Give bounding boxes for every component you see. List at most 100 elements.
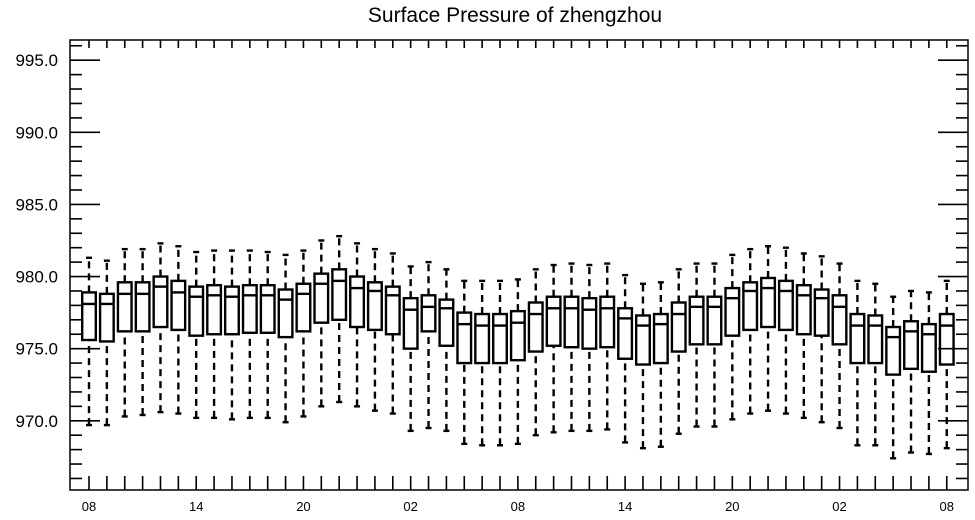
- box-24: [509, 278, 526, 446]
- iqr-box: [581, 296, 598, 350]
- box-19: [420, 260, 437, 430]
- box-46: [903, 289, 920, 454]
- iqr-box: [706, 295, 723, 346]
- iqr-box: [456, 311, 473, 365]
- xtick-label: 14: [618, 499, 632, 514]
- box-11: [277, 253, 294, 424]
- iqr-box: [349, 275, 366, 329]
- iqr-box: [795, 283, 812, 336]
- iqr-box: [903, 320, 920, 371]
- iqr-box: [420, 294, 437, 333]
- box-4: [152, 242, 169, 414]
- iqr-box: [134, 281, 151, 333]
- box-12: [295, 249, 312, 418]
- box-47: [920, 291, 937, 456]
- box-32: [652, 281, 669, 448]
- box-10: [259, 250, 276, 420]
- box-40: [795, 252, 812, 420]
- iqr-box: [920, 322, 937, 373]
- iqr-box: [80, 291, 97, 342]
- xtick-label: 02: [832, 499, 846, 514]
- box-43: [849, 279, 866, 447]
- box-26: [545, 263, 562, 434]
- box-35: [706, 262, 723, 428]
- iqr-box: [742, 281, 759, 332]
- iqr-box: [259, 283, 276, 334]
- box-16: [366, 247, 383, 412]
- iqr-box: [885, 325, 902, 376]
- iqr-box: [545, 295, 562, 347]
- xtick-label: 02: [403, 499, 417, 514]
- box-14: [331, 234, 348, 404]
- iqr-box: [634, 314, 651, 366]
- iqr-box: [295, 282, 312, 333]
- box-27: [563, 262, 580, 433]
- xtick-label: 20: [725, 499, 739, 514]
- box-20: [438, 268, 455, 433]
- iqr-box: [563, 295, 580, 349]
- iqr-box: [188, 285, 205, 337]
- box-48: [938, 279, 955, 450]
- box-45: [885, 295, 902, 460]
- box-25: [527, 268, 544, 437]
- y-axis: 970.0 975.0 980.0 985.0 990.0 995.0: [15, 44, 968, 480]
- box-13: [313, 239, 330, 408]
- plot-frame: [69, 39, 969, 491]
- iqr-box: [313, 272, 330, 324]
- box-17: [384, 252, 401, 415]
- ytick-label: 975.0: [15, 340, 58, 359]
- box-23: [492, 279, 509, 447]
- chart-title: Surface Pressure of zhengzhou: [368, 4, 662, 27]
- ytick-label: 985.0: [15, 195, 58, 214]
- box-42: [831, 262, 848, 430]
- iqr-box: [277, 288, 294, 339]
- iqr-box: [724, 286, 741, 337]
- box-36: [724, 253, 741, 421]
- box-37: [742, 247, 759, 415]
- iqr-box: [384, 285, 401, 336]
- iqr-box: [760, 276, 777, 329]
- iqr-box: [849, 312, 866, 365]
- box-7: [206, 249, 223, 420]
- iqr-box: [617, 307, 634, 360]
- iqr-box: [170, 279, 187, 332]
- box-34: [688, 262, 705, 428]
- xtick-label: 08: [511, 499, 525, 514]
- iqr-box: [670, 301, 687, 353]
- iqr-box: [366, 281, 383, 332]
- iqr-box: [116, 281, 133, 333]
- box-29: [599, 262, 616, 431]
- box-41: [813, 255, 830, 424]
- iqr-box: [474, 312, 491, 365]
- box-38: [760, 245, 777, 412]
- iqr-box: [241, 283, 258, 334]
- iqr-box: [402, 296, 419, 350]
- box-3: [134, 247, 151, 417]
- box-39: [777, 246, 794, 415]
- box-0: [80, 256, 97, 427]
- iqr-box: [831, 294, 848, 346]
- box-15: [349, 242, 366, 408]
- box-5: [170, 245, 187, 415]
- box-21: [456, 279, 473, 446]
- iqr-box: [152, 275, 169, 329]
- iqr-box: [777, 279, 794, 332]
- ytick-label: 990.0: [15, 123, 58, 142]
- iqr-box: [206, 283, 223, 336]
- box-8: [223, 249, 240, 421]
- iqr-box: [652, 312, 669, 365]
- box-30: [617, 273, 634, 444]
- box-6: [188, 250, 205, 420]
- xtick-label: 20: [296, 499, 310, 514]
- box-18: [402, 265, 419, 433]
- x-axis: 08 14 20 02 08 14 20 02 08: [82, 40, 954, 514]
- iqr-box: [98, 292, 115, 343]
- iqr-box: [223, 285, 240, 336]
- box-33: [670, 268, 687, 435]
- box-9: [241, 249, 258, 420]
- iqr-box: [813, 288, 830, 337]
- iqr-box: [938, 312, 955, 366]
- iqr-box: [492, 312, 509, 365]
- box-2: [116, 247, 133, 418]
